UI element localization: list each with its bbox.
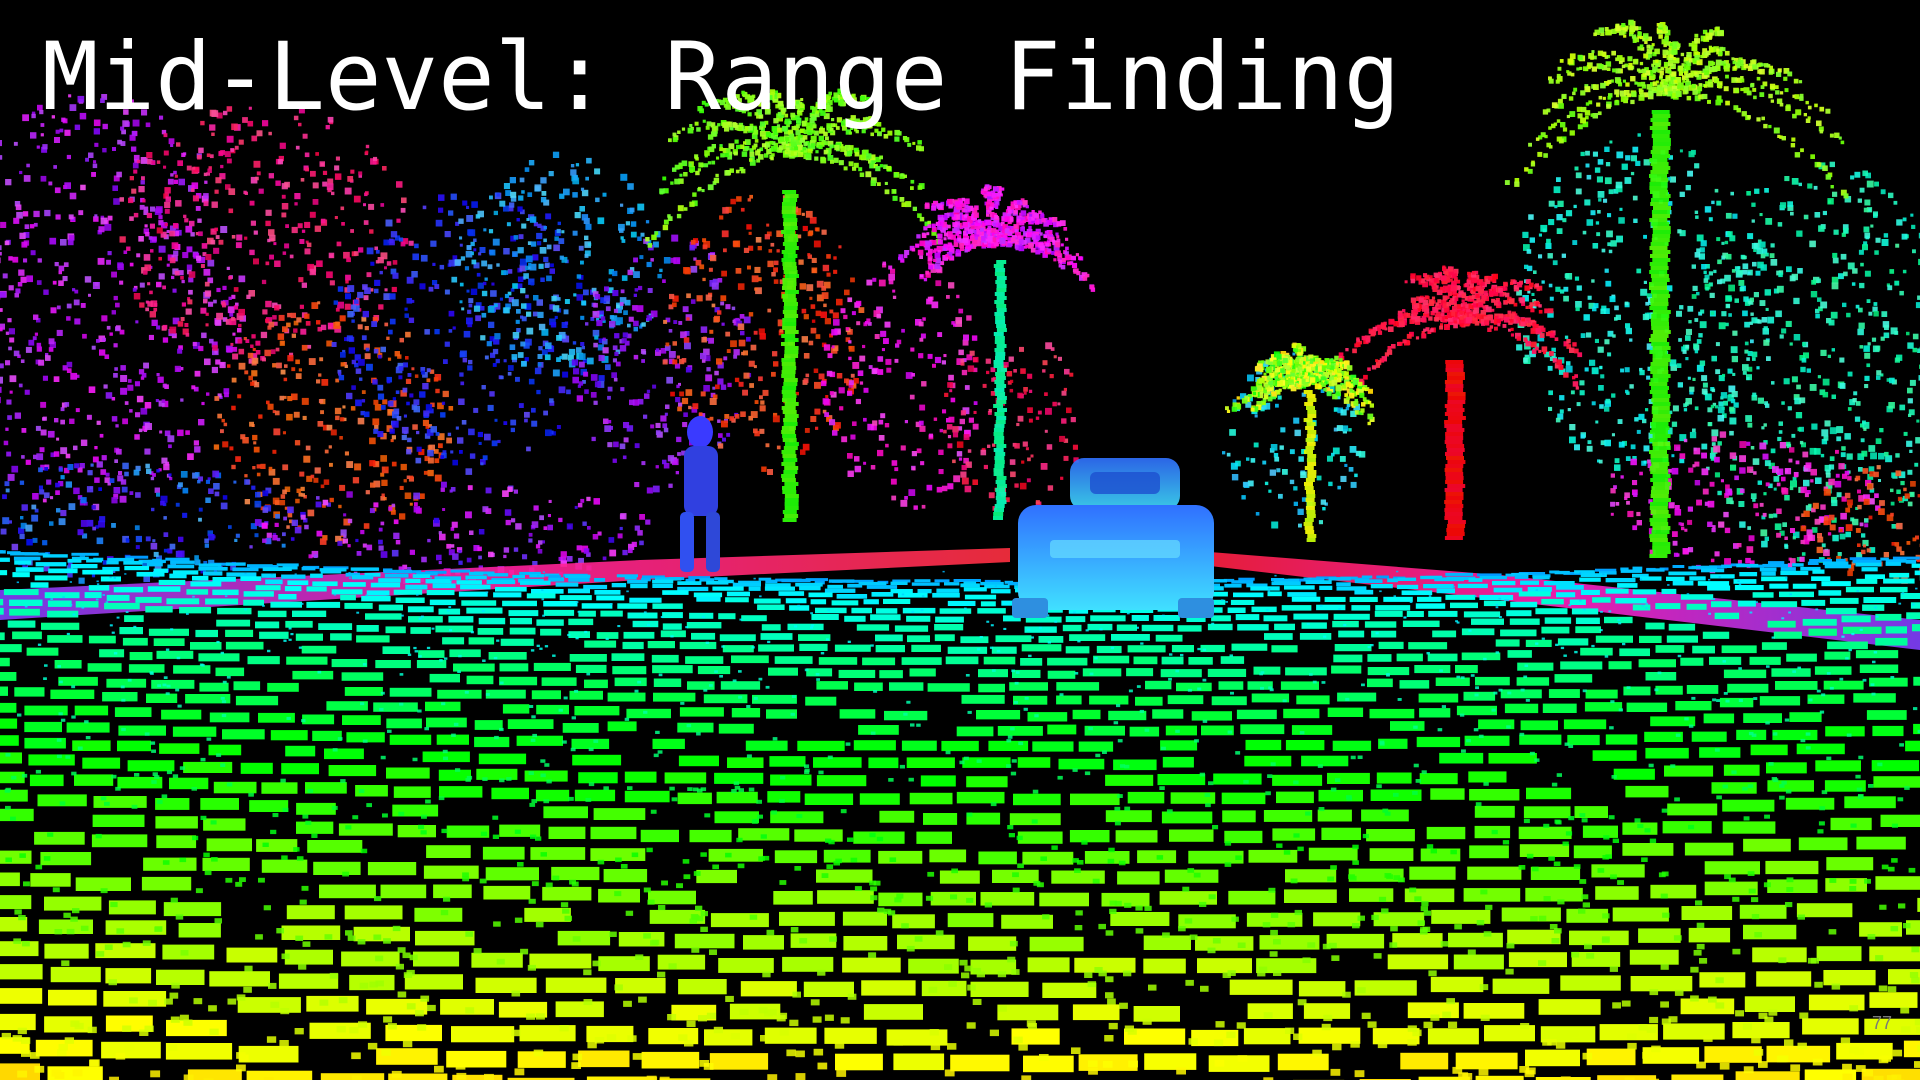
slide-number: 77	[1871, 1013, 1892, 1033]
slide-title: Mid-Level: Range Finding	[42, 23, 1401, 132]
pedestrian-point-cloud	[680, 416, 720, 572]
tree-canopy-points	[0, 94, 1920, 585]
road-scan-lines	[0, 550, 1920, 1080]
palm-fronds	[645, 19, 1849, 426]
palm-trunks	[781, 110, 1671, 558]
car-point-cloud	[1012, 458, 1214, 618]
